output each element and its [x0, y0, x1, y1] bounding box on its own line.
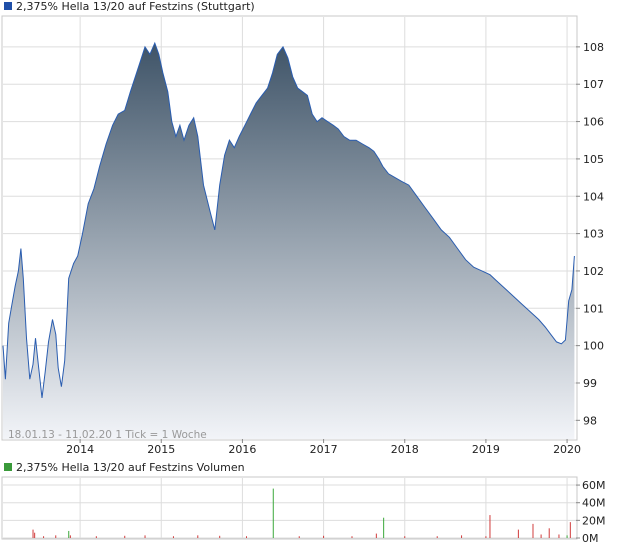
price-plot-frame: [1, 15, 578, 441]
price-y-tick-label: 98: [583, 414, 597, 427]
price-x-tick-label: 2016: [228, 443, 256, 456]
price-y-tick-label: 102: [583, 265, 604, 278]
chart-info-text: 18.01.13 - 11.02.20 1 Tick = 1 Woche: [8, 429, 207, 441]
price-y-tick-label: 108: [583, 41, 604, 54]
price-legend-swatch: [4, 2, 12, 10]
volume-plot-frame: [1, 476, 578, 540]
price-x-tick-label: 2018: [391, 443, 419, 456]
price-y-tick-label: 107: [583, 78, 604, 91]
price-y-tick-label: 99: [583, 377, 597, 390]
volume-y-axis: 0M 20M 40M 60M: [576, 479, 606, 545]
volume-y-tick-label: 0M: [582, 532, 599, 545]
price-y-tick-label: 105: [583, 153, 604, 166]
price-x-tick-label: 2014: [66, 443, 94, 456]
price-x-tick-label: 2015: [147, 443, 175, 456]
price-chart-title: 2,375% Hella 13/20 auf Festzins (Stuttga…: [16, 0, 255, 13]
price-y-tick-label: 101: [583, 302, 604, 315]
volume-bars: [32, 488, 571, 538]
volume-chart-title: 2,375% Hella 13/20 auf Festzins Volumen: [16, 461, 245, 474]
price-x-tick-label: 2019: [472, 443, 500, 456]
volume-y-tick-label: 20M: [582, 514, 606, 527]
price-x-axis: 2014 2015 2016 2017 2018 2019 2020: [66, 439, 581, 456]
price-y-tick-label: 106: [583, 116, 604, 129]
price-y-tick-label: 104: [583, 190, 604, 203]
price-y-tick-label: 103: [583, 228, 604, 241]
volume-legend-swatch: [4, 463, 12, 471]
price-x-tick-label: 2017: [310, 443, 338, 456]
price-x-tick-label: 2020: [553, 443, 581, 456]
volume-y-tick-label: 40M: [582, 497, 606, 510]
volume-grid: [3, 478, 576, 539]
price-y-axis: 98 99 100 101 102 103 104 105 106 107 108: [576, 41, 604, 427]
volume-y-tick-label: 60M: [582, 479, 606, 492]
price-area: [3, 43, 575, 439]
price-line: [2, 41, 575, 398]
price-y-tick-label: 100: [583, 340, 604, 353]
